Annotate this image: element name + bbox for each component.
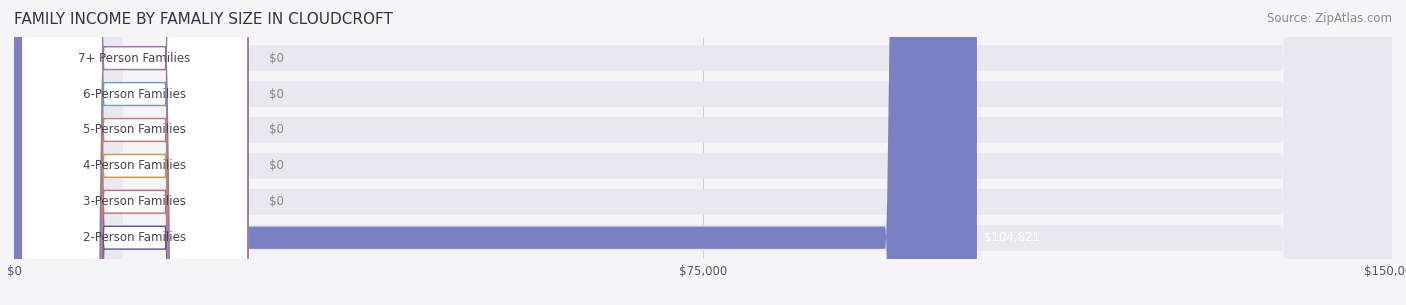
FancyBboxPatch shape bbox=[21, 0, 247, 305]
FancyBboxPatch shape bbox=[21, 0, 247, 305]
FancyBboxPatch shape bbox=[14, 0, 1392, 305]
Text: $0: $0 bbox=[269, 124, 284, 136]
FancyBboxPatch shape bbox=[21, 0, 247, 305]
FancyBboxPatch shape bbox=[21, 0, 247, 305]
Text: FAMILY INCOME BY FAMALIY SIZE IN CLOUDCROFT: FAMILY INCOME BY FAMALIY SIZE IN CLOUDCR… bbox=[14, 12, 392, 27]
FancyBboxPatch shape bbox=[21, 0, 247, 305]
FancyBboxPatch shape bbox=[14, 0, 1392, 305]
Text: $0: $0 bbox=[269, 160, 284, 172]
Text: $0: $0 bbox=[269, 195, 284, 208]
Text: Source: ZipAtlas.com: Source: ZipAtlas.com bbox=[1267, 12, 1392, 25]
FancyBboxPatch shape bbox=[14, 0, 1392, 305]
Text: $0: $0 bbox=[269, 88, 284, 101]
FancyBboxPatch shape bbox=[14, 0, 1392, 305]
FancyBboxPatch shape bbox=[14, 0, 977, 305]
Text: 6-Person Families: 6-Person Families bbox=[83, 88, 186, 101]
Text: 5-Person Families: 5-Person Families bbox=[83, 124, 186, 136]
Text: 4-Person Families: 4-Person Families bbox=[83, 160, 186, 172]
Text: $104,821: $104,821 bbox=[984, 231, 1040, 244]
FancyBboxPatch shape bbox=[14, 0, 1392, 305]
Text: 2-Person Families: 2-Person Families bbox=[83, 231, 186, 244]
Text: $0: $0 bbox=[269, 52, 284, 65]
FancyBboxPatch shape bbox=[21, 0, 247, 305]
FancyBboxPatch shape bbox=[14, 0, 1392, 305]
Text: 3-Person Families: 3-Person Families bbox=[83, 195, 186, 208]
Text: 7+ Person Families: 7+ Person Families bbox=[79, 52, 191, 65]
